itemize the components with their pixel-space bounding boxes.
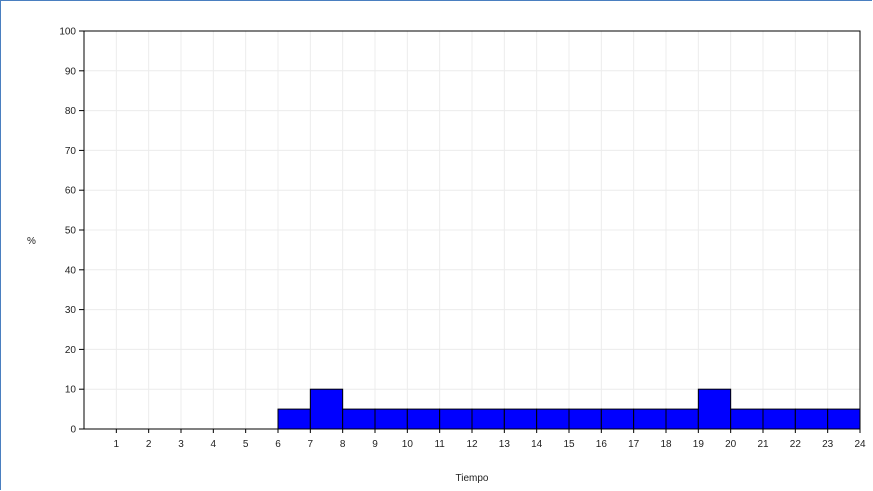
x-tick-label: 20 — [725, 439, 737, 450]
y-axis-ticks: 0 10 20 30 40 50 60 70 80 90 100 — [59, 27, 84, 436]
x-tick-label: 13 — [499, 439, 511, 450]
x-tick-label: 12 — [466, 439, 478, 450]
x-tick-label: 16 — [596, 439, 608, 450]
x-tick-label: 23 — [822, 439, 834, 450]
x-tick-label: 1 — [114, 439, 120, 450]
grid-layer — [84, 31, 860, 429]
bar — [633, 408, 667, 430]
y-tick-label: 30 — [65, 305, 77, 316]
bars-layer — [277, 388, 861, 430]
bar — [536, 408, 570, 430]
bar — [503, 408, 538, 430]
x-tick-label: 17 — [628, 439, 640, 450]
y-tick-label: 70 — [65, 146, 77, 157]
y-tick-label: 100 — [59, 27, 76, 38]
bar — [794, 408, 829, 430]
bar — [762, 408, 796, 430]
bar — [309, 388, 344, 430]
x-tick-label: 6 — [275, 439, 281, 450]
x-tick-label: 5 — [243, 439, 249, 450]
bar — [665, 408, 699, 430]
y-axis-label: % — [27, 236, 36, 247]
y-tick-label: 90 — [65, 66, 77, 77]
x-tick-label: 19 — [693, 439, 705, 450]
x-tick-label: 7 — [308, 439, 314, 450]
bar — [471, 408, 505, 430]
x-tick-label: 8 — [340, 439, 346, 450]
bar — [697, 388, 732, 430]
bar — [374, 408, 408, 430]
x-tick-label: 21 — [757, 439, 769, 450]
x-tick-label: 3 — [178, 439, 184, 450]
x-tick-label: 14 — [531, 439, 543, 450]
bar — [439, 408, 473, 430]
y-tick-label: 20 — [65, 345, 77, 356]
x-axis-ticks: 1 2 3 4 5 6 7 8 9 10 11 12 13 14 15 16 17 18 19 20 21 22 23 24 — [114, 429, 866, 450]
bar — [730, 408, 764, 430]
bar — [406, 408, 441, 430]
x-tick-label: 22 — [790, 439, 802, 450]
y-tick-label: 50 — [65, 226, 77, 237]
y-tick-label: 60 — [65, 186, 77, 197]
x-tick-label: 24 — [854, 439, 866, 450]
x-axis-label: Tiempo — [456, 473, 489, 484]
y-tick-label: 10 — [65, 385, 77, 396]
y-tick-label: 80 — [65, 106, 77, 117]
x-tick-label: 2 — [146, 439, 152, 450]
x-tick-label: 11 — [434, 439, 445, 450]
bar — [600, 408, 635, 430]
x-tick-label: 18 — [660, 439, 672, 450]
bar — [827, 408, 861, 430]
bar — [342, 408, 376, 430]
y-tick-label: 0 — [70, 425, 76, 436]
x-tick-label: 15 — [563, 439, 575, 450]
bar — [277, 408, 311, 430]
bar — [568, 408, 602, 430]
x-tick-label: 4 — [211, 439, 217, 450]
x-tick-label: 9 — [372, 439, 378, 450]
y-tick-label: 40 — [65, 265, 77, 276]
x-tick-label: 10 — [402, 439, 414, 450]
